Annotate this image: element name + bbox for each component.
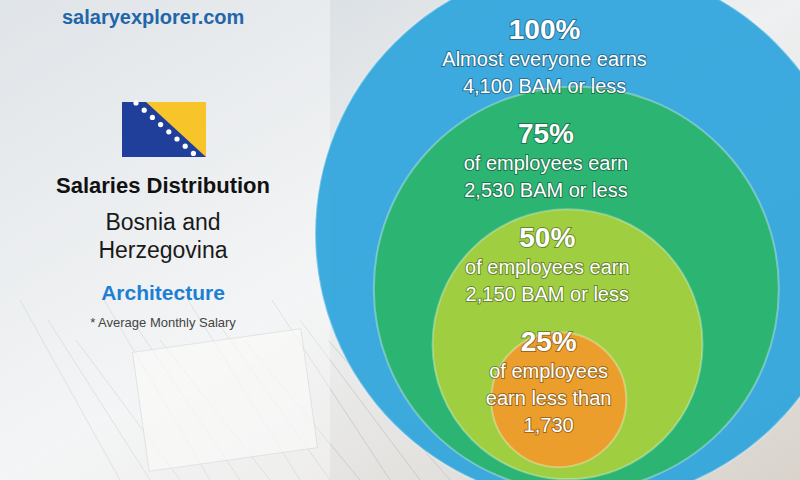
percentile-circle bbox=[374, 86, 779, 480]
flag bbox=[122, 100, 206, 157]
title: Salaries Distribution bbox=[56, 173, 270, 198]
percent-label: 75% bbox=[518, 118, 574, 149]
flag-triangle bbox=[146, 102, 206, 157]
salary-label: 1,730 bbox=[524, 414, 574, 436]
salary-label: 2,150 BAM or less bbox=[466, 283, 629, 305]
flag-star bbox=[158, 122, 163, 127]
subtitle: Bosnia and Herzegovina bbox=[73, 208, 253, 264]
percentile-circle bbox=[315, 0, 800, 480]
flag-star bbox=[142, 108, 147, 113]
circles bbox=[315, 0, 800, 480]
flag-star bbox=[133, 100, 138, 105]
circle-texts: 100% Almost everyone earns 4,100 BAM or le… bbox=[442, 14, 647, 436]
flag-star bbox=[166, 129, 171, 134]
source: salaryexplorer.com bbox=[62, 6, 244, 28]
description: of employees bbox=[489, 360, 608, 382]
description: earn less than bbox=[486, 387, 612, 409]
category: Architecture bbox=[101, 281, 225, 304]
flag-field bbox=[122, 102, 206, 157]
percentile-circle bbox=[433, 209, 703, 479]
flag-star bbox=[191, 151, 196, 156]
description: of employees earn bbox=[465, 256, 630, 278]
percent-label: 50% bbox=[519, 222, 575, 253]
flag-star bbox=[174, 136, 179, 141]
salary-label: 2,530 BAM or less bbox=[464, 179, 627, 201]
salary-label: 4,100 BAM or less bbox=[463, 75, 626, 97]
percent-label: 25% bbox=[521, 326, 577, 357]
flag-star bbox=[183, 144, 188, 149]
note: * Average Monthly Salary bbox=[90, 315, 236, 330]
description: of employees earn bbox=[464, 152, 629, 174]
description: Almost everyone earns bbox=[442, 48, 647, 70]
percent-label: 100% bbox=[509, 14, 581, 45]
left-panel bbox=[0, 0, 330, 480]
flag-star bbox=[150, 115, 155, 120]
